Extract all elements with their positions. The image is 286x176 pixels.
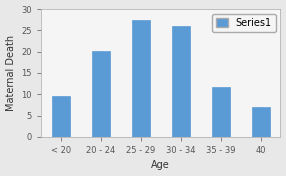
Bar	[172, 26, 190, 137]
Bar	[252, 107, 269, 137]
Bar	[212, 87, 230, 137]
Bar	[52, 96, 70, 137]
Y-axis label: Maternal Death: Maternal Death	[5, 35, 15, 111]
X-axis label: Age: Age	[151, 161, 170, 170]
Legend: Series1: Series1	[212, 14, 276, 32]
Bar	[132, 20, 150, 137]
Bar	[92, 51, 110, 137]
